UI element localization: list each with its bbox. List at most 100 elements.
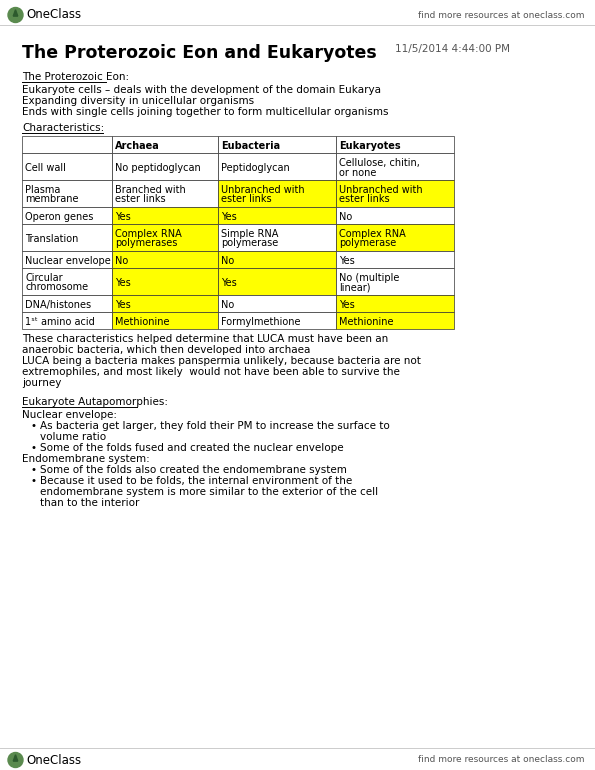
Text: Operon genes: Operon genes <box>25 212 93 222</box>
Bar <box>336 224 454 251</box>
Text: chromosome: chromosome <box>25 283 88 293</box>
Text: find more resources at oneclass.com: find more resources at oneclass.com <box>418 11 585 19</box>
Text: journey: journey <box>22 378 61 388</box>
Text: 1ˢᵗ amino acid: 1ˢᵗ amino acid <box>25 316 95 326</box>
Text: Eubacteria: Eubacteria <box>221 141 280 151</box>
Bar <box>22 251 112 268</box>
Text: Yes: Yes <box>115 300 131 310</box>
Text: membrane: membrane <box>25 195 79 205</box>
Bar <box>112 180 218 207</box>
Text: Yes: Yes <box>115 212 131 222</box>
Bar <box>218 180 336 207</box>
Text: OneClass: OneClass <box>26 8 81 22</box>
Bar <box>336 268 454 295</box>
Text: Methionine: Methionine <box>339 316 393 326</box>
Text: volume ratio: volume ratio <box>40 432 106 442</box>
Bar <box>112 136 218 153</box>
Bar <box>218 312 336 329</box>
Text: Nuclear envelope: Nuclear envelope <box>25 256 111 266</box>
Polygon shape <box>13 10 18 16</box>
Bar <box>336 251 454 268</box>
Text: The Proterozoic Eon:: The Proterozoic Eon: <box>22 72 129 82</box>
Text: Unbranched with: Unbranched with <box>339 185 422 195</box>
Text: Nuclear envelope:: Nuclear envelope: <box>22 410 117 420</box>
Text: Plasma: Plasma <box>25 185 60 195</box>
Bar <box>336 180 454 207</box>
Bar <box>112 312 218 329</box>
Text: Expanding diversity in unicellular organisms: Expanding diversity in unicellular organ… <box>22 96 254 106</box>
Bar <box>218 136 336 153</box>
Text: The Proterozoic Eon and Eukaryotes: The Proterozoic Eon and Eukaryotes <box>22 44 377 62</box>
Text: Peptidoglycan: Peptidoglycan <box>221 162 290 172</box>
Text: Because it used to be folds, the internal environment of the: Because it used to be folds, the interna… <box>40 476 352 486</box>
Text: Cell wall: Cell wall <box>25 162 66 172</box>
Bar <box>22 136 112 153</box>
Text: Unbranched with: Unbranched with <box>221 185 305 195</box>
Text: No peptidoglycan: No peptidoglycan <box>115 162 201 172</box>
Text: •: • <box>30 443 36 453</box>
Text: Cellulose, chitin,: Cellulose, chitin, <box>339 158 420 168</box>
Text: •: • <box>30 465 36 475</box>
Text: No: No <box>115 256 129 266</box>
Bar <box>218 224 336 251</box>
Text: endomembrane system is more similar to the exterior of the cell: endomembrane system is more similar to t… <box>40 487 378 497</box>
Text: DNA/histones: DNA/histones <box>25 300 91 310</box>
Text: linear): linear) <box>339 283 371 293</box>
Bar <box>336 312 454 329</box>
Text: Some of the folds fused and created the nuclear envelope: Some of the folds fused and created the … <box>40 443 344 453</box>
Bar <box>336 136 454 153</box>
Text: polymerase: polymerase <box>339 239 396 249</box>
Text: Complex RNA: Complex RNA <box>115 229 181 239</box>
Text: Methionine: Methionine <box>115 316 170 326</box>
Text: 11/5/2014 4:44:00 PM: 11/5/2014 4:44:00 PM <box>395 44 510 54</box>
Text: No: No <box>221 256 234 266</box>
Text: OneClass: OneClass <box>26 754 81 766</box>
Bar <box>218 295 336 312</box>
Bar <box>22 153 112 180</box>
Text: Archaea: Archaea <box>115 141 159 151</box>
Text: No: No <box>339 212 352 222</box>
Circle shape <box>8 8 23 22</box>
Text: ester links: ester links <box>339 195 390 205</box>
Bar <box>112 153 218 180</box>
Text: Complex RNA: Complex RNA <box>339 229 406 239</box>
Bar <box>336 153 454 180</box>
Text: •: • <box>30 421 36 431</box>
Text: Eukaryote Autapomorphies:: Eukaryote Autapomorphies: <box>22 397 168 407</box>
Text: find more resources at oneclass.com: find more resources at oneclass.com <box>418 755 585 765</box>
Text: Translation: Translation <box>25 234 79 244</box>
Bar <box>336 295 454 312</box>
Polygon shape <box>13 755 18 761</box>
Text: Yes: Yes <box>339 300 355 310</box>
Text: anaerobic bacteria, which then developed into archaea: anaerobic bacteria, which then developed… <box>22 345 311 355</box>
Bar <box>218 153 336 180</box>
Bar <box>218 268 336 295</box>
Bar <box>22 312 112 329</box>
Bar <box>112 295 218 312</box>
Text: ester links: ester links <box>221 195 272 205</box>
Bar <box>336 207 454 224</box>
Bar <box>112 207 218 224</box>
Text: Endomembrane system:: Endomembrane system: <box>22 454 150 464</box>
Circle shape <box>8 752 23 768</box>
Bar <box>22 180 112 207</box>
Bar <box>112 268 218 295</box>
Text: Eukaryotes: Eukaryotes <box>339 141 400 151</box>
Text: Characteristics:: Characteristics: <box>22 123 104 133</box>
Text: Some of the folds also created the endomembrane system: Some of the folds also created the endom… <box>40 465 347 475</box>
Text: •: • <box>30 476 36 486</box>
Text: As bacteria get larger, they fold their PM to increase the surface to: As bacteria get larger, they fold their … <box>40 421 390 431</box>
Text: No (multiple: No (multiple <box>339 273 399 283</box>
Bar <box>22 295 112 312</box>
Bar <box>22 224 112 251</box>
Bar <box>112 224 218 251</box>
Text: Circular: Circular <box>25 273 62 283</box>
Text: These characteristics helped determine that LUCA must have been an: These characteristics helped determine t… <box>22 334 389 344</box>
Text: LUCA being a bacteria makes panspermia unlikely, because bacteria are not: LUCA being a bacteria makes panspermia u… <box>22 356 421 366</box>
Text: ester links: ester links <box>115 195 165 205</box>
Text: Simple RNA: Simple RNA <box>221 229 278 239</box>
Text: Yes: Yes <box>339 256 355 266</box>
Bar <box>22 207 112 224</box>
Text: Ends with single cells joining together to form multicellular organisms: Ends with single cells joining together … <box>22 107 389 117</box>
Bar <box>22 268 112 295</box>
